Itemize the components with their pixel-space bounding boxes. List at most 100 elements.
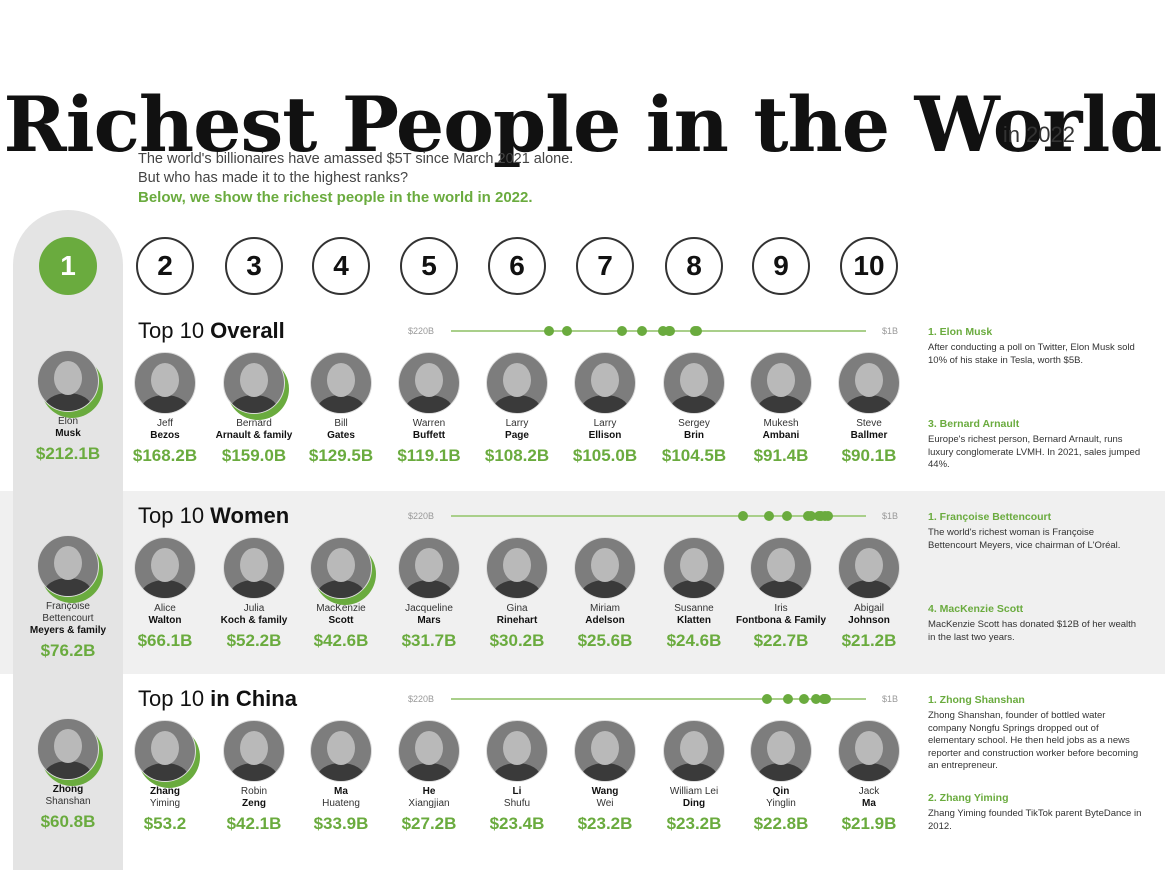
person-card: Miriam Adelson $25.6B	[557, 537, 653, 651]
person-first-name: Ma	[334, 786, 348, 797]
person-card: MacKenzie Scott $42.6B	[293, 537, 389, 651]
avatar-shoulders	[670, 580, 718, 598]
side-note-title: 3. Bernard Arnault	[928, 418, 1020, 430]
person-last-name: Huateng	[322, 798, 360, 809]
side-note-body: After conducting a poll on Twitter, Elon…	[928, 342, 1135, 366]
person-last-name: Ambani	[762, 430, 800, 441]
avatar-shoulders	[493, 395, 541, 413]
side-note-body: The world's richest woman is Françoise B…	[928, 527, 1121, 551]
person-card: Abigail Johnson $21.2B	[821, 537, 917, 651]
person-card: Zhong Shanshan $60.8B	[20, 718, 116, 832]
intro-line-2: But who has made it to the highest ranks…	[138, 170, 409, 186]
person-first-name: Larry	[593, 418, 617, 429]
person-last-name: Fontbona & Family	[736, 615, 826, 626]
person-last-name: Ding	[682, 798, 706, 809]
person-net-worth: $23.2B	[577, 814, 633, 833]
scale-dot	[737, 511, 748, 521]
avatar-head	[151, 548, 179, 582]
avatar-head	[855, 363, 883, 397]
scale-dot	[821, 694, 832, 704]
person-card: Gina Rinehart $30.2B	[469, 537, 565, 651]
avatar	[37, 350, 99, 412]
side-note-title: 2. Zhang Yiming	[928, 792, 1009, 804]
person-last-name: Xiangjian	[408, 798, 450, 809]
side-note: 1. Zhong Shanshan Zhong Shanshan, founder…	[928, 694, 1143, 773]
person-card: Ma Huateng $33.9B	[293, 720, 389, 834]
rank-badge-3: 3	[225, 237, 283, 295]
person-card: Susanne Klatten $24.6B	[646, 537, 742, 651]
person-last-name: Walton	[148, 615, 182, 626]
avatar	[750, 352, 812, 414]
person-first-name: He	[422, 786, 436, 797]
section-title-bold: Women	[210, 503, 290, 528]
avatar-shoulders	[141, 395, 189, 413]
avatar	[398, 352, 460, 414]
scale-dot	[763, 511, 774, 521]
section-title: Top 10 in China	[138, 686, 297, 712]
avatar	[134, 720, 196, 782]
person-last-name: Wei	[596, 798, 614, 809]
person-card: Françoise Bettencourt Meyers & family $76.…	[20, 535, 116, 661]
person-net-worth: $23.2B	[666, 814, 722, 833]
avatar-shoulders	[317, 395, 365, 413]
person-last-name: Musk	[55, 428, 81, 439]
person-first-name: Elon	[57, 416, 78, 427]
avatar-head	[855, 731, 883, 765]
side-note: 4. MacKenzie Scott MacKenzie Scott has do…	[928, 603, 1143, 644]
person-net-worth: $27.2B	[401, 814, 457, 833]
avatar-shoulders	[405, 395, 453, 413]
avatar-shoulders	[44, 393, 92, 411]
scale-dot	[822, 511, 833, 521]
avatar	[663, 720, 725, 782]
avatar-shoulders	[141, 580, 189, 598]
scale-dot	[782, 511, 793, 521]
person-first-name: William Lei	[669, 786, 719, 797]
avatar-head	[415, 731, 443, 765]
rank-badge-2: 2	[136, 237, 194, 295]
person-last-name: Ballmer	[850, 430, 888, 441]
avatar-head	[54, 546, 82, 580]
section-title-prefix: Top 10	[138, 503, 211, 528]
avatar-head	[327, 363, 355, 397]
avatar-head	[591, 731, 619, 765]
scale-dot	[617, 326, 628, 336]
avatar-head	[151, 731, 179, 765]
person-last-name: Adelson	[585, 615, 625, 626]
person-net-worth: $33.9B	[313, 814, 369, 833]
person-last-name: Yiming	[149, 798, 181, 809]
avatar-head	[680, 548, 708, 582]
side-note-body: Zhong Shanshan, founder of bottled water…	[928, 710, 1139, 771]
person-net-worth: $22.8B	[753, 814, 809, 833]
side-note-body: Europe's richest person, Bernard Arnault…	[928, 434, 1141, 470]
scale-max-label: $220B	[408, 694, 435, 704]
person-last-name: Shufu	[503, 798, 531, 809]
person-net-worth: $21.9B	[841, 814, 897, 833]
avatar	[223, 352, 285, 414]
scale-min-label: $1B	[881, 694, 898, 704]
scale-dot	[637, 326, 648, 336]
avatar-shoulders	[44, 578, 92, 596]
person-card: Elon Musk $212.1B	[20, 350, 116, 464]
rank-badge-10: 10	[840, 237, 898, 295]
intro-line-1: The world's billionaires have amassed $5…	[138, 151, 574, 167]
person-first-name: Mukesh	[763, 418, 799, 429]
scale-dot	[798, 694, 809, 704]
avatar-shoulders	[845, 580, 893, 598]
side-note-title: 4. MacKenzie Scott	[928, 603, 1024, 615]
person-net-worth: $23.4B	[489, 814, 545, 833]
avatar	[310, 720, 372, 782]
scale-min-label: $1B	[881, 326, 898, 336]
person-net-worth: $52.2B	[226, 631, 282, 650]
person-card: Qin Yinglin $22.8B	[733, 720, 829, 834]
avatar-shoulders	[670, 763, 718, 781]
person-net-worth: $31.7B	[401, 631, 457, 650]
person-net-worth: $129.5B	[308, 446, 374, 465]
person-first-name: Jeff	[157, 418, 173, 429]
avatar-head	[54, 361, 82, 395]
avatar-head	[767, 731, 795, 765]
section-title: Top 10 Women	[138, 503, 289, 529]
rank-badge-6: 6	[488, 237, 546, 295]
person-first-name: Iris	[774, 603, 788, 614]
side-note: 3. Bernard Arnault Europe's richest perso…	[928, 418, 1143, 472]
avatar	[223, 537, 285, 599]
